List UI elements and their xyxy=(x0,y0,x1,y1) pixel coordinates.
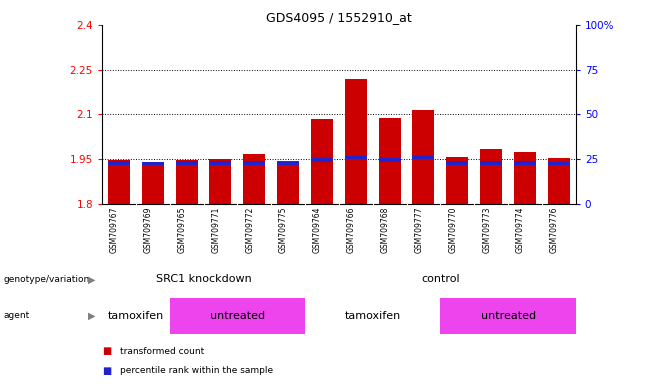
Bar xyxy=(413,110,434,204)
Text: genotype/variation: genotype/variation xyxy=(3,275,89,284)
Text: GSM709765: GSM709765 xyxy=(178,207,187,253)
Text: control: control xyxy=(421,274,460,285)
Bar xyxy=(176,160,197,204)
Text: GSM709766: GSM709766 xyxy=(347,207,356,253)
Bar xyxy=(378,118,401,204)
Text: ▶: ▶ xyxy=(88,274,95,285)
Text: GSM709768: GSM709768 xyxy=(380,207,390,253)
Text: GSM709773: GSM709773 xyxy=(482,207,491,253)
Bar xyxy=(446,161,468,165)
Bar xyxy=(176,161,197,165)
Bar xyxy=(243,154,265,204)
Text: GSM709774: GSM709774 xyxy=(516,207,525,253)
Bar xyxy=(141,163,164,204)
Bar xyxy=(277,161,299,204)
Text: percentile rank within the sample: percentile rank within the sample xyxy=(120,366,274,375)
Bar xyxy=(548,162,570,166)
Text: GSM709776: GSM709776 xyxy=(550,207,559,253)
Bar xyxy=(345,78,367,204)
Bar xyxy=(102,298,170,334)
Text: GSM709767: GSM709767 xyxy=(110,207,119,253)
Text: tamoxifen: tamoxifen xyxy=(345,311,401,321)
Text: SRC1 knockdown: SRC1 knockdown xyxy=(156,274,251,285)
Text: GSM709771: GSM709771 xyxy=(211,207,220,253)
Bar xyxy=(243,161,265,165)
Text: GSM709775: GSM709775 xyxy=(279,207,288,253)
Text: GSM709769: GSM709769 xyxy=(143,207,153,253)
Bar xyxy=(209,161,232,165)
Bar xyxy=(170,298,305,334)
Text: GSM709777: GSM709777 xyxy=(415,207,424,253)
Bar xyxy=(108,161,130,165)
Bar xyxy=(305,298,440,334)
Text: GSM709772: GSM709772 xyxy=(245,207,254,253)
Bar xyxy=(413,156,434,159)
Bar xyxy=(440,298,576,334)
Bar xyxy=(514,152,536,204)
Text: tamoxifen: tamoxifen xyxy=(108,311,164,321)
Bar xyxy=(480,161,502,165)
Text: ■: ■ xyxy=(102,346,111,356)
Bar xyxy=(548,158,570,204)
Text: transformed count: transformed count xyxy=(120,347,205,356)
Text: GDS4095 / 1552910_at: GDS4095 / 1552910_at xyxy=(266,12,412,25)
Bar xyxy=(514,161,536,165)
Text: untreated: untreated xyxy=(480,311,536,321)
Text: ■: ■ xyxy=(102,366,111,376)
Text: GSM709764: GSM709764 xyxy=(313,207,322,253)
Bar xyxy=(311,119,333,204)
Text: agent: agent xyxy=(3,311,30,320)
Bar xyxy=(277,162,299,165)
Bar xyxy=(480,149,502,204)
Bar xyxy=(311,158,333,162)
Text: ▶: ▶ xyxy=(88,311,95,321)
Bar xyxy=(345,156,367,159)
Text: GSM709770: GSM709770 xyxy=(448,207,457,253)
Bar xyxy=(108,161,130,204)
Bar xyxy=(378,158,401,162)
Bar xyxy=(209,159,232,204)
Bar xyxy=(141,162,164,166)
Text: untreated: untreated xyxy=(210,311,265,321)
Bar xyxy=(446,157,468,204)
